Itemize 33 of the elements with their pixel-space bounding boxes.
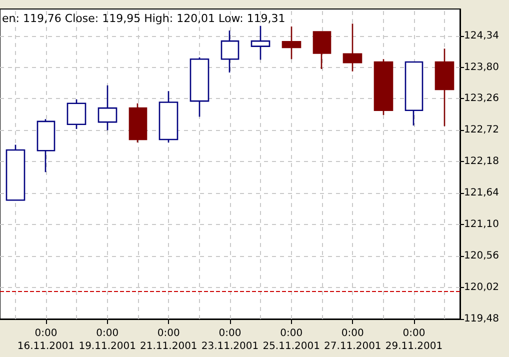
x-tick-label: 0:00 27.11.2001 — [324, 328, 382, 352]
x-tick-label: 0:00 23.11.2001 — [201, 328, 259, 352]
y-tick-label: 119,48 — [464, 314, 499, 324]
x-tick-label: 0:00 25.11.2001 — [262, 328, 320, 352]
y-tick-label: 121,10 — [464, 219, 499, 230]
candlestick — [6, 144, 26, 201]
candlestick — [250, 25, 270, 60]
x-tick-label: 0:00 19.11.2001 — [78, 328, 136, 352]
candlestick — [190, 56, 210, 118]
candlestick — [374, 58, 394, 116]
y-tick-label: 122,72 — [464, 124, 499, 136]
x-tick-label: 0:00 16.11.2001 — [17, 328, 75, 352]
candlestick — [220, 30, 240, 74]
candlestick — [434, 48, 454, 127]
candlestick — [404, 61, 424, 126]
y-tick-label: 124,34 — [464, 30, 499, 42]
y-tick-label: 123,26 — [464, 93, 499, 104]
y-tick-label: 120,02 — [464, 282, 499, 294]
annotation: en: 119,76 Close: 119,95 High: 120,01 Low: 119,31 — [2, 12, 286, 25]
candlestick — [312, 31, 332, 70]
x-tick-label: 0:00 21.11.2001 — [140, 328, 198, 352]
candlestick — [36, 118, 56, 173]
x-tick-label: 0:00 29.11.2001 — [385, 328, 443, 352]
y-tick-label: 120,56 — [464, 250, 499, 262]
candlestick — [282, 26, 302, 60]
candlestick — [158, 90, 178, 144]
candlestick — [128, 102, 148, 144]
candlestick — [98, 84, 118, 131]
y-tick-label: 122,18 — [464, 156, 499, 168]
y-tick-label: 123,80 — [464, 62, 499, 73]
y-tick-label: 121,64 — [464, 188, 499, 199]
candlestick — [342, 22, 362, 72]
candlestick — [66, 98, 86, 130]
